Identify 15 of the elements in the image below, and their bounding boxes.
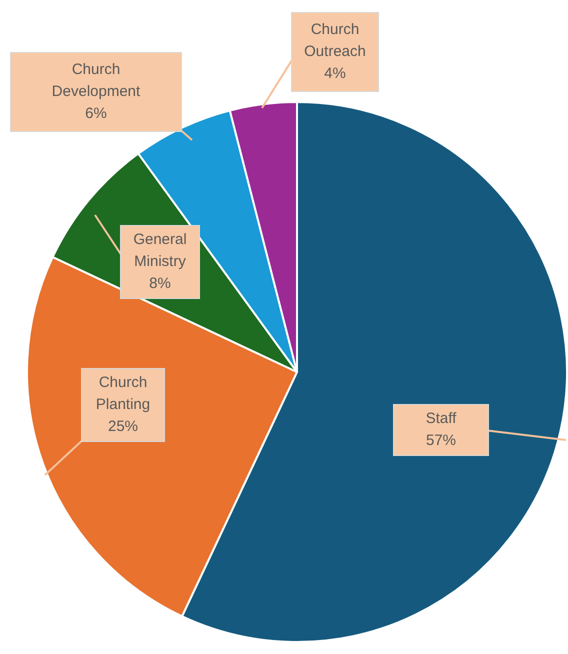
slice-label: Church Development: [52, 60, 140, 102]
callout-box: Staff 57%: [393, 404, 489, 456]
callout-box: Church Outreach 4%: [291, 12, 379, 92]
callout-box: General Ministry 8%: [120, 225, 200, 299]
slice-label: Staff: [426, 409, 456, 429]
callout-box: Church Development 6%: [10, 52, 182, 132]
data-label: 8%: [149, 274, 171, 294]
data-label: 6%: [85, 104, 107, 124]
callout-box: Church Planting 25%: [81, 368, 165, 442]
data-label: 25%: [108, 417, 138, 437]
slice-label: Church Planting: [96, 373, 150, 415]
slice-label: Church Outreach: [304, 20, 366, 62]
data-label: 57%: [426, 431, 456, 451]
data-label: 4%: [324, 64, 346, 84]
slice-label: General Ministry: [133, 230, 187, 272]
